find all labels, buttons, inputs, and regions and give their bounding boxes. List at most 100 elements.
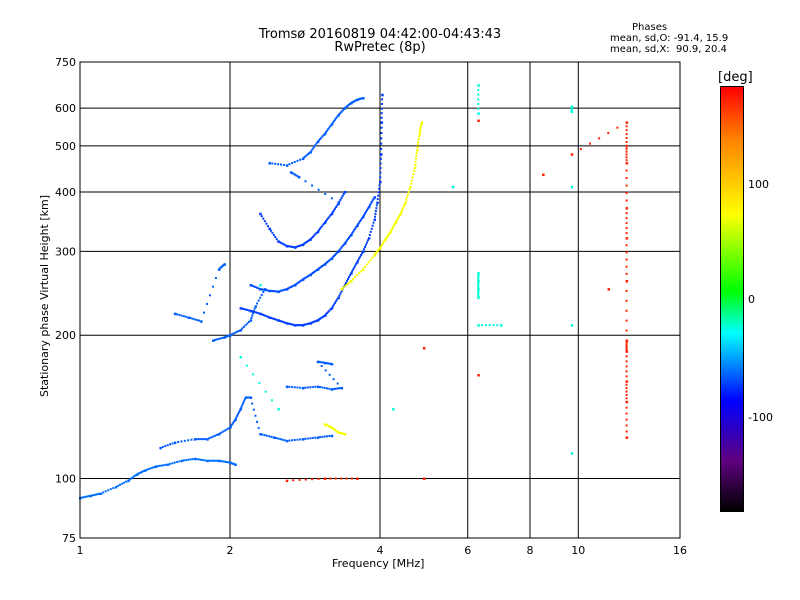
data-point bbox=[374, 252, 377, 255]
data-point bbox=[374, 212, 377, 215]
data-point bbox=[332, 428, 335, 431]
data-point bbox=[322, 361, 325, 364]
data-point bbox=[358, 221, 361, 224]
data-point bbox=[336, 204, 339, 207]
data-point bbox=[375, 204, 378, 207]
data-point bbox=[189, 458, 192, 461]
data-point bbox=[82, 496, 85, 499]
data-point bbox=[625, 192, 628, 195]
data-point bbox=[397, 217, 400, 220]
data-point bbox=[328, 126, 331, 129]
data-point bbox=[369, 258, 372, 261]
data-point bbox=[354, 99, 357, 102]
data-point bbox=[303, 156, 306, 159]
data-point bbox=[316, 268, 320, 271]
data-point bbox=[340, 196, 343, 199]
data-point bbox=[304, 437, 307, 440]
data-point bbox=[311, 184, 314, 187]
data-point bbox=[625, 199, 628, 202]
data-point bbox=[477, 274, 480, 277]
data-point bbox=[213, 434, 216, 437]
data-point bbox=[241, 307, 244, 310]
data-point bbox=[268, 162, 271, 165]
data-point bbox=[282, 321, 285, 324]
data-point bbox=[293, 173, 296, 176]
data-point bbox=[625, 400, 629, 404]
data-point bbox=[332, 255, 335, 258]
data-point bbox=[379, 176, 382, 179]
y-tick-label: 400 bbox=[55, 186, 76, 199]
data-point bbox=[484, 324, 487, 327]
data-point bbox=[121, 482, 124, 485]
data-point bbox=[607, 288, 611, 291]
data-point bbox=[625, 207, 629, 210]
data-point bbox=[330, 434, 334, 438]
data-point bbox=[344, 106, 347, 109]
data-point bbox=[291, 323, 294, 326]
data-point bbox=[217, 337, 220, 340]
data-point bbox=[237, 411, 240, 414]
data-point bbox=[625, 265, 628, 268]
data-point bbox=[313, 145, 316, 148]
data-point bbox=[625, 162, 629, 165]
data-point bbox=[404, 201, 407, 205]
data-point bbox=[293, 284, 297, 287]
data-point bbox=[329, 258, 332, 261]
data-point bbox=[625, 227, 628, 230]
data-point bbox=[625, 232, 628, 235]
colorbar-tick-100: 100 bbox=[748, 178, 769, 191]
data-point bbox=[229, 426, 232, 429]
data-point bbox=[271, 162, 274, 165]
data-point bbox=[379, 247, 382, 250]
data-point bbox=[400, 210, 403, 213]
data-point bbox=[249, 284, 253, 287]
data-point bbox=[380, 142, 383, 145]
data-point bbox=[269, 229, 272, 232]
data-point bbox=[625, 329, 628, 332]
data-point bbox=[206, 302, 209, 305]
data-point bbox=[625, 299, 628, 302]
data-point bbox=[215, 459, 218, 462]
data-point bbox=[287, 287, 290, 290]
data-point bbox=[346, 238, 349, 241]
data-point bbox=[262, 217, 265, 220]
data-point bbox=[311, 386, 314, 389]
data-point bbox=[272, 317, 275, 320]
data-point bbox=[87, 495, 90, 498]
data-point bbox=[625, 150, 628, 153]
data-point bbox=[182, 315, 185, 318]
data-point bbox=[308, 322, 311, 325]
data-point bbox=[412, 173, 415, 176]
data-point bbox=[275, 318, 278, 321]
data-point bbox=[411, 176, 414, 179]
data-point bbox=[258, 381, 261, 384]
data-point bbox=[241, 404, 244, 407]
data-point bbox=[291, 285, 294, 288]
data-point bbox=[392, 226, 395, 229]
data-point bbox=[314, 270, 317, 273]
data-point bbox=[153, 466, 156, 469]
data-point bbox=[275, 436, 278, 439]
data-point bbox=[212, 435, 215, 438]
data-point bbox=[308, 152, 311, 155]
data-point bbox=[283, 439, 286, 442]
data-point bbox=[416, 146, 419, 149]
data-point bbox=[281, 289, 284, 292]
colorbar-label: [deg] bbox=[718, 70, 753, 85]
data-point bbox=[625, 140, 628, 143]
data-point bbox=[296, 282, 299, 285]
data-point bbox=[361, 252, 364, 255]
data-point bbox=[310, 272, 313, 275]
data-point bbox=[304, 276, 307, 279]
data-point bbox=[324, 369, 327, 372]
data-point bbox=[570, 324, 574, 327]
data-point bbox=[339, 247, 342, 250]
data-point bbox=[330, 257, 334, 260]
data-point bbox=[338, 249, 341, 252]
data-point bbox=[346, 104, 349, 107]
data-point bbox=[293, 324, 297, 327]
data-point bbox=[326, 312, 329, 315]
data-point bbox=[320, 365, 323, 368]
data-point bbox=[288, 245, 291, 248]
data-points bbox=[79, 84, 629, 500]
